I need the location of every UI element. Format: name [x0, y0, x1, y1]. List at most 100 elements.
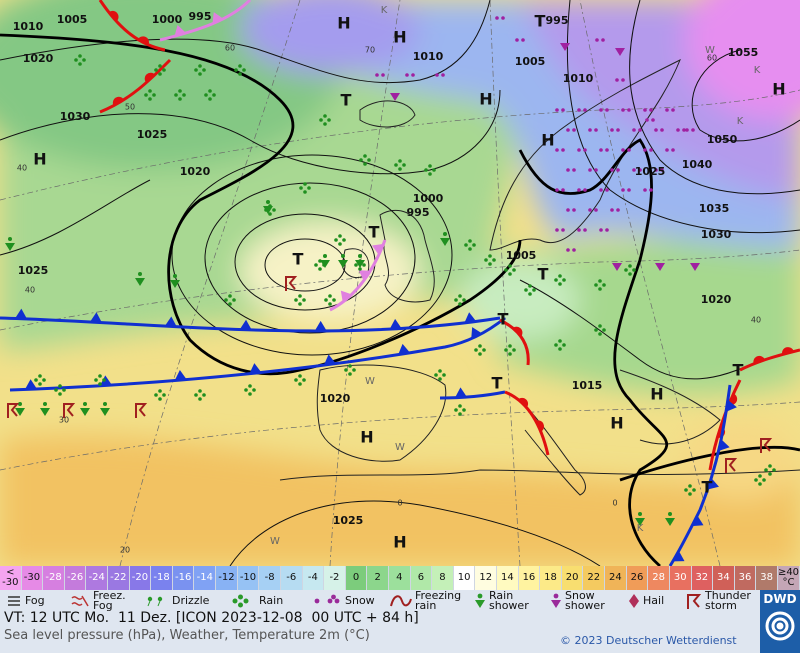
- rain-symbol: [268, 212, 272, 216]
- isobar-label: 995: [546, 14, 569, 27]
- rain-symbol: [764, 468, 768, 472]
- snow-symbol: [682, 128, 686, 132]
- temperature-label: 40: [17, 164, 27, 173]
- snow-symbol: [561, 228, 565, 232]
- rain-symbol: [162, 393, 166, 397]
- warm-front: [708, 379, 742, 471]
- scale-label: -10: [239, 572, 257, 583]
- pressure-center: H: [393, 533, 406, 552]
- front-symbol: [137, 36, 150, 45]
- coastlines: [279, 58, 800, 496]
- freezing-fog-icon: [71, 595, 89, 607]
- front-symbol: [144, 72, 156, 83]
- rain-symbol: [358, 267, 362, 271]
- rain-symbol: [307, 186, 311, 190]
- front-symbol: [718, 439, 730, 451]
- snow-symbol: [621, 188, 625, 192]
- rain-symbol: [42, 378, 46, 382]
- shower-symbol: [43, 402, 47, 406]
- scale-cell: -18: [151, 566, 173, 590]
- scale-cell: -16: [172, 566, 195, 590]
- rain-symbol: [319, 118, 323, 122]
- scale-label: -4: [307, 572, 318, 583]
- rain-symbol: [432, 168, 436, 172]
- snow-symbol: [381, 73, 385, 77]
- rain-symbol: [294, 298, 298, 302]
- front-symbol: [728, 393, 738, 406]
- legend-label: Drizzle: [172, 594, 210, 607]
- snow-symbol: [654, 128, 658, 132]
- scale-label: 20: [565, 572, 579, 583]
- shower-symbol: [15, 408, 25, 416]
- rain-symbol: [602, 283, 606, 287]
- legend-item: Rain: [230, 590, 283, 612]
- rain-symbol: [318, 267, 322, 271]
- logo-text: DWD: [763, 592, 797, 606]
- snow-symbol: [616, 128, 620, 132]
- rain-symbol: [363, 154, 367, 158]
- legend-label: Snow: [345, 594, 375, 607]
- temperature-label: 70: [365, 46, 375, 55]
- snow-symbol: [572, 248, 576, 252]
- pressure-center: T: [538, 265, 549, 284]
- scale-label: 36: [738, 572, 752, 583]
- temperature-label: 60: [707, 54, 717, 63]
- scale-cell: 16: [518, 566, 541, 590]
- snow-symbol: [605, 148, 609, 152]
- description: Sea level pressure (hPa), Weather, Tempe…: [4, 628, 370, 643]
- temperature-label: 60: [225, 44, 235, 53]
- rain-shower-icon: [475, 593, 485, 608]
- scale-label: -22: [110, 572, 127, 583]
- rain-symbol: [248, 384, 252, 388]
- rain-symbol: [178, 97, 182, 101]
- rain-symbol: [38, 382, 42, 386]
- pressure-center: H: [360, 428, 373, 447]
- scale-cell: -10: [237, 566, 260, 590]
- snow-symbol: [555, 188, 559, 192]
- snow-symbol: [610, 168, 614, 172]
- rain-symbol: [558, 347, 562, 351]
- rain-symbol: [532, 288, 536, 292]
- shower-symbol: [138, 272, 142, 276]
- thunder-symbol: [725, 458, 738, 473]
- snow-symbol: [621, 148, 625, 152]
- rain-symbol: [554, 278, 558, 282]
- shower-symbol: [8, 237, 12, 241]
- rain-symbol: [688, 492, 692, 496]
- cold-front: [439, 390, 506, 400]
- isobar-label: 1000: [152, 13, 183, 26]
- front-symbol: [24, 379, 37, 390]
- rain-symbol: [238, 72, 242, 76]
- snow-symbol: [671, 108, 675, 112]
- snow-symbol: [577, 148, 581, 152]
- rain-symbol: [428, 172, 432, 176]
- scale-cell: 10: [453, 566, 476, 590]
- cold-area: [685, 0, 800, 120]
- weather-legend: Fog Freez. Fog Drizzle Rain Snow Freezin…: [0, 590, 760, 612]
- rain-symbol: [198, 72, 202, 76]
- rain-symbol: [462, 298, 466, 302]
- snow-icon: [314, 594, 340, 604]
- snow-symbol: [691, 128, 695, 132]
- snow-symbol: [435, 73, 439, 77]
- rain-symbol: [208, 89, 212, 93]
- snow-symbol: [671, 148, 675, 152]
- rain-symbol: [82, 58, 86, 62]
- snow-symbol: [599, 108, 603, 112]
- rain-symbol: [554, 343, 558, 347]
- scale-label: 10: [457, 572, 471, 583]
- scale-cell: -26: [64, 566, 87, 590]
- snow-symbol: [583, 188, 587, 192]
- rain-symbol: [562, 343, 566, 347]
- rain-symbol: [504, 268, 508, 272]
- rain-symbol: [74, 58, 78, 62]
- rain-symbol: [558, 339, 562, 343]
- scale-cell: -30: [21, 566, 44, 590]
- rain-symbol: [158, 397, 162, 401]
- scale-label: 22: [587, 572, 601, 583]
- rain-symbol: [144, 93, 148, 97]
- scale-label: -2: [329, 572, 340, 583]
- scale-cell: 32: [691, 566, 714, 590]
- scale-label: 34: [717, 572, 730, 583]
